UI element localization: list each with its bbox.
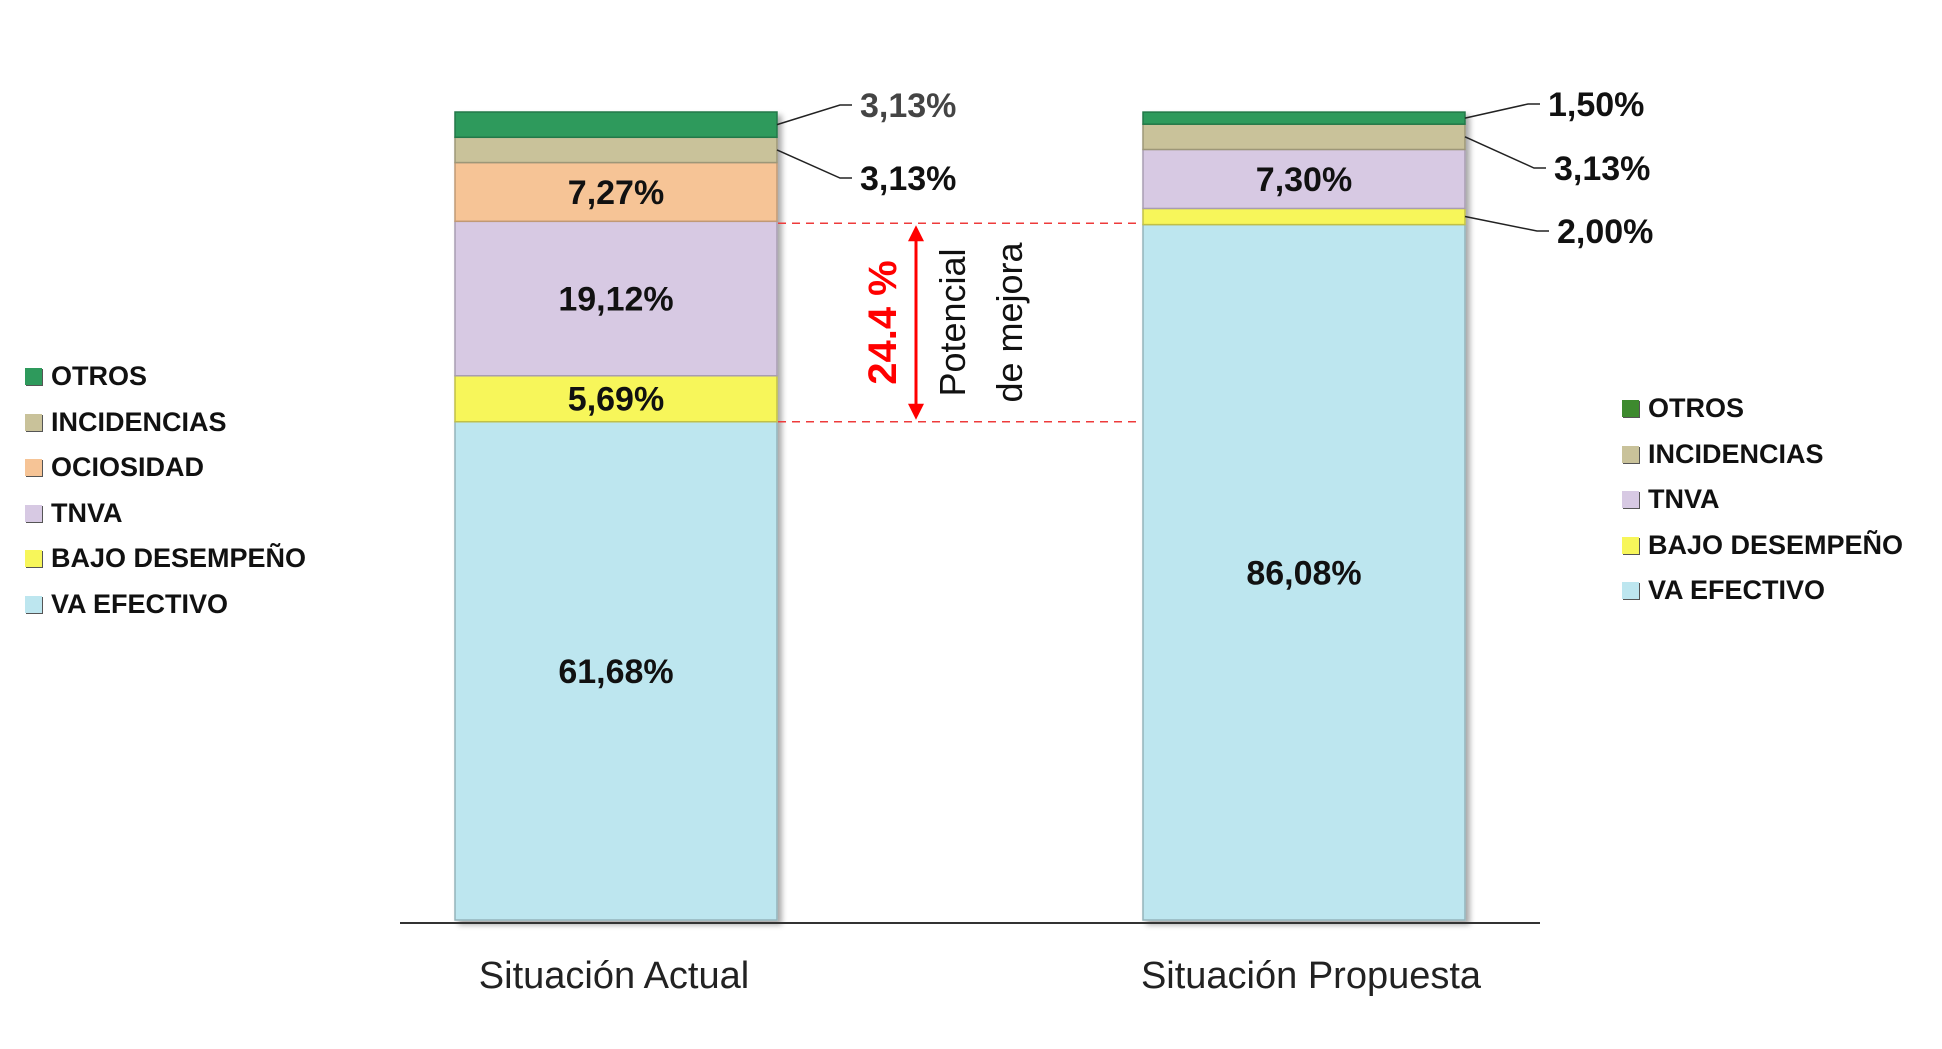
legend-right-item-incidencias: INCIDENCIAS xyxy=(1622,432,1903,478)
leader-line-situacion-actual-incidencias xyxy=(776,149,852,179)
legend-right-item-otros: OTROS xyxy=(1622,386,1903,432)
data-label-situacion-propuesta-otros: 1,50% xyxy=(1548,86,1644,124)
legend-label: TNVA xyxy=(1648,484,1720,515)
legend-label: OTROS xyxy=(51,361,148,392)
improvement-text-line2: de mejora xyxy=(989,241,1030,402)
improvement-arrow-head-up xyxy=(908,225,924,242)
data-label-situacion-propuesta-va-efectivo: 86,08% xyxy=(1246,554,1361,592)
leader-line-situacion-propuesta-otros xyxy=(1464,103,1540,119)
legend-right-item-va-efectivo: VA EFECTIVO xyxy=(1622,568,1903,614)
data-label-situacion-actual-bajo-desempeno: 5,69% xyxy=(568,381,664,419)
legend-right-item-bajo-desempeno: BAJO DESEMPEÑO xyxy=(1622,523,1903,569)
legend-right: OTROS INCIDENCIAS TNVA BAJO DESEMPEÑO VA… xyxy=(1622,386,1903,614)
bar-situacion-propuesta-otros xyxy=(1142,111,1466,125)
legend-left-item-incidencias: INCIDENCIAS xyxy=(25,400,306,446)
improvement-value: 24.4 % xyxy=(861,260,905,385)
legend-swatch-va-efectivo xyxy=(1622,582,1639,600)
legend-swatch-bajo-desempeno xyxy=(25,550,42,568)
bar-situacion-propuesta-incidencias xyxy=(1142,123,1466,151)
legend-label: OTROS xyxy=(1648,393,1745,424)
legend-label: INCIDENCIAS xyxy=(51,406,227,437)
data-label-situacion-actual-otros: 3,13% xyxy=(860,87,956,125)
legend-swatch-bajo-desempeno xyxy=(1622,536,1639,554)
legend-left: OTROS INCIDENCIAS OCIOSIDAD TNVA BAJO DE… xyxy=(25,354,306,627)
data-label-situacion-propuesta-bajo-desempeno: 2,00% xyxy=(1557,213,1653,251)
legend-swatch-incidencias xyxy=(25,413,42,431)
legend-left-item-tnva: TNVA xyxy=(25,491,306,537)
bar-situacion-actual-ociosidad xyxy=(454,161,778,223)
data-label-situacion-propuesta-tnva: 7,30% xyxy=(1256,161,1352,199)
legend-label: OCIOSIDAD xyxy=(51,452,205,483)
bar-situacion-actual-otros xyxy=(454,111,778,139)
improvement-annotation: 24.4 % Potencial de mejora xyxy=(778,222,1140,423)
data-label-situacion-actual-tnva: 19,12% xyxy=(558,281,673,319)
legend-label: INCIDENCIAS xyxy=(1648,438,1824,469)
bar-situacion-actual-va-efectivo xyxy=(454,420,778,921)
leader-line-situacion-actual-otros xyxy=(776,104,852,126)
data-label-situacion-actual-incidencias: 3,13% xyxy=(860,160,956,198)
legend-label: BAJO DESEMPEÑO xyxy=(1648,529,1904,560)
legend-label: VA EFECTIVO xyxy=(51,588,229,619)
legend-label: BAJO DESEMPEÑO xyxy=(51,543,307,574)
legend-left-item-otros: OTROS xyxy=(25,354,306,400)
bar-situacion-propuesta-bajo-desempeno xyxy=(1142,207,1466,226)
legend-right-item-tnva: TNVA xyxy=(1622,477,1903,523)
leader-line-situacion-propuesta-incidencias xyxy=(1464,136,1546,169)
legend-swatch-tnva xyxy=(25,504,42,522)
legend-left-item-ociosidad: OCIOSIDAD xyxy=(25,445,306,491)
bar-situacion-propuesta-tnva xyxy=(1142,148,1466,210)
improvement-text-line1: Potencial xyxy=(932,248,973,396)
legend-swatch-ociosidad xyxy=(25,459,42,477)
legend-swatch-otros xyxy=(25,368,42,386)
bar-situacion-propuesta-va-efectivo xyxy=(1142,223,1466,921)
category-label-propuesta: Situación Propuesta xyxy=(1141,955,1482,997)
legend-left-item-bajo-desempeno: BAJO DESEMPEÑO xyxy=(25,536,306,582)
legend-swatch-tnva xyxy=(1622,491,1639,509)
legend-label: VA EFECTIVO xyxy=(1648,575,1826,606)
category-label-actual: Situación Actual xyxy=(479,955,749,997)
legend-left-item-va-efectivo: VA EFECTIVO xyxy=(25,582,306,628)
legend-swatch-va-efectivo xyxy=(25,595,42,613)
data-label-situacion-propuesta-incidencias: 3,13% xyxy=(1554,150,1650,188)
bar-situacion-actual-incidencias xyxy=(454,136,778,164)
data-label-situacion-actual-va-efectivo: 61,68% xyxy=(558,653,673,691)
legend-swatch-incidencias xyxy=(1622,445,1639,463)
improvement-arrow-head-down xyxy=(908,403,924,420)
data-label-situacion-actual-ociosidad: 7,27% xyxy=(568,174,664,212)
bar-situacion-actual-bajo-desempeno xyxy=(454,375,778,423)
leader-line-situacion-propuesta-bajo-desempeno xyxy=(1464,215,1549,232)
legend-label: TNVA xyxy=(51,497,123,528)
legend-swatch-otros xyxy=(1622,400,1639,418)
